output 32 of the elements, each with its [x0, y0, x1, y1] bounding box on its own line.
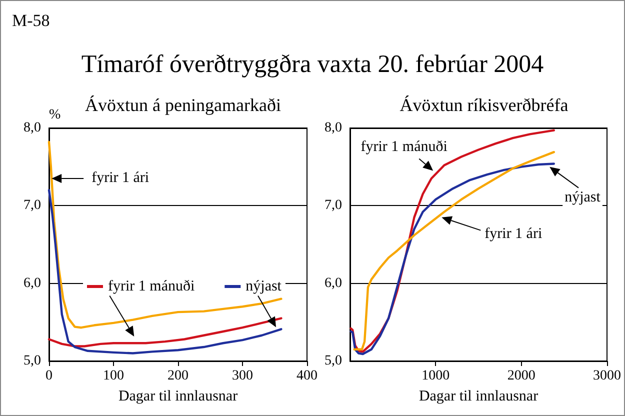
x-tick-label: 200: [168, 368, 188, 384]
line-series: [48, 317, 282, 348]
annotation: nýjast: [564, 189, 602, 206]
x-tick-label: 1000: [422, 368, 450, 384]
text: M-58: [12, 11, 50, 31]
annotation: fyrir 1 mánuði: [360, 139, 448, 156]
y-tick-label: 5,0: [324, 354, 342, 368]
chart-title: Ávöxtun ríkisverðbréfa: [400, 95, 568, 115]
y-tick-label: 6,0: [24, 276, 41, 291]
chart-title: Tímaróf óverðtryggðra vaxta 20. febrúar 2004: [80, 51, 545, 79]
y-tick-label: 5,0: [24, 354, 41, 368]
y-tick-label: 8,0: [324, 120, 342, 136]
annotation: fyrir 1 ári: [92, 170, 150, 186]
y-tick-label: 6,0: [324, 276, 342, 291]
x-tick-label: 2000: [507, 368, 536, 384]
y-tick-label: 8,0: [24, 120, 41, 136]
chart-subtitle: Ávöxtun á peningamarkaði: [85, 95, 281, 115]
line-series: [48, 140, 282, 329]
x-tick-label: 100: [103, 368, 124, 384]
x-tick-label: 3000: [593, 368, 621, 384]
legend-label: fyrir 1 mánuði: [108, 278, 195, 294]
y-tick-label: 7,0: [324, 198, 342, 214]
x-tick-label: 0: [46, 368, 52, 384]
line-series: [48, 189, 282, 354]
annotation: fyrir 1 ári: [484, 226, 542, 242]
x-tick-label: 400: [296, 368, 318, 384]
y-tick-label: 7,0: [24, 198, 41, 214]
legend-label: nýjast: [246, 278, 282, 294]
x-tick-label: 300: [232, 368, 253, 384]
x-axis-title: Dagar til innlausnar: [118, 388, 238, 404]
y-axis-title: %: [49, 108, 61, 122]
x-axis-title: Dagar til innlausnar: [418, 388, 538, 404]
